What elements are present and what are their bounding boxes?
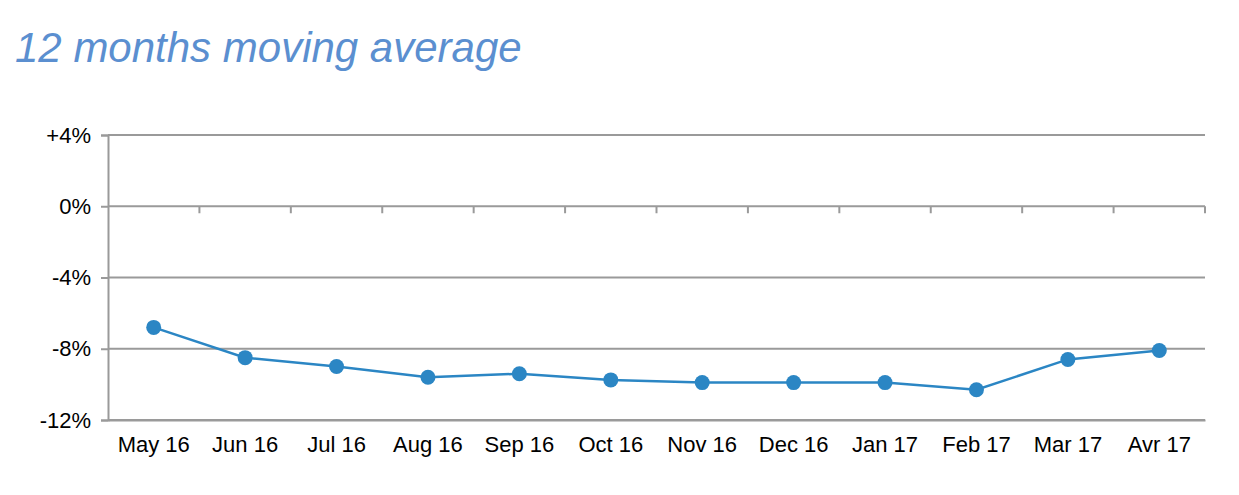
grid-line: [108, 134, 1205, 136]
y-tick: 0%: [59, 194, 108, 219]
x-tick-label: Dec 16: [759, 432, 829, 457]
point: [146, 320, 161, 335]
x-tick: Jul 16: [307, 420, 366, 457]
x-tick: Jun 16: [212, 420, 278, 457]
point: [695, 375, 710, 390]
line: [154, 327, 1160, 389]
x-axis: May 16 Jun 16 Jul 16 Aug 16 Sep 16 Oct 16 Nov …: [109, 420, 1206, 457]
x-tick-label: Avr 17: [1128, 432, 1191, 457]
y-tick: -8%: [52, 336, 108, 361]
category-tick: [747, 206, 749, 213]
point: [420, 370, 435, 385]
x-tick: Oct 16: [578, 420, 643, 457]
x-tick-label: Sep 16: [485, 432, 555, 457]
point: [878, 375, 893, 390]
title: 12 months moving average: [15, 24, 522, 71]
grid-line: [108, 419, 1205, 421]
x-tick-label: Jan 17: [852, 432, 918, 457]
y-tick-label: -8%: [52, 336, 91, 361]
x-tick: Dec 16: [759, 420, 829, 457]
category-tick: [1113, 206, 1115, 213]
point: [329, 359, 344, 374]
y-tick-label: -4%: [52, 265, 91, 290]
grid-line: [108, 277, 1205, 279]
point: [238, 350, 253, 365]
x-axis-line: [109, 420, 1206, 422]
x-tick-label: Jun 16: [212, 432, 278, 457]
category-tick: [290, 206, 292, 213]
y-tick-mark: [101, 420, 108, 422]
category-tick: [930, 206, 932, 213]
y-tick: -12%: [40, 408, 108, 433]
y-tick: -4%: [52, 265, 108, 290]
chart: 12 months moving average +4% 0% -4% -8% -12% M…: [0, 0, 1239, 495]
x-tick-label: Nov 16: [667, 432, 737, 457]
category-tick: [656, 206, 658, 213]
x-tick-label: Jul 16: [307, 432, 366, 457]
category-tick: [1204, 206, 1206, 213]
x-tick: Sep 16: [485, 420, 555, 457]
x-tick: May 16: [118, 420, 190, 457]
x-tick: Jan 17: [852, 420, 918, 457]
point: [603, 372, 618, 387]
y-tick-mark: [101, 277, 108, 279]
x-tick: Mar 17: [1034, 420, 1102, 457]
category-tick: [564, 206, 566, 213]
x-tick: Avr 17: [1128, 420, 1191, 457]
x-tick: Aug 16: [393, 420, 463, 457]
x-tick: Feb 17: [942, 420, 1011, 457]
plot: +4% 0% -4% -8% -12% May 16 Jun 16 Jul 16 Aug 16 S…: [40, 123, 1206, 457]
x-tick-label: Aug 16: [393, 432, 463, 457]
category-tick: [381, 206, 383, 213]
marks: [146, 320, 1167, 397]
x-tick-label: Mar 17: [1034, 432, 1102, 457]
x-tick-label: Feb 17: [942, 432, 1011, 457]
x-tick: Nov 16: [667, 420, 737, 457]
category-tick: [473, 206, 475, 213]
category-tick: [198, 206, 200, 213]
grid-line: [108, 348, 1205, 350]
y-axis: +4% 0% -4% -8% -12%: [40, 123, 109, 433]
y-axis-line: [101, 136, 109, 421]
category-tick: [838, 206, 840, 213]
point: [1152, 343, 1167, 358]
y-tick-mark: [101, 348, 108, 350]
y-tick-mark: [101, 135, 108, 137]
y-tick-label: +4%: [46, 123, 91, 148]
y-tick-label: 0%: [59, 194, 91, 219]
y-tick: +4%: [46, 123, 108, 148]
point: [786, 375, 801, 390]
x-tick-label: May 16: [118, 432, 190, 457]
category-tick: [1021, 206, 1023, 213]
y-tick-label: -12%: [40, 408, 91, 433]
point: [512, 366, 527, 381]
point: [1060, 352, 1075, 367]
point: [969, 382, 984, 397]
x-tick-label: Oct 16: [578, 432, 643, 457]
grid: [108, 135, 1205, 420]
y-tick-mark: [101, 206, 108, 208]
